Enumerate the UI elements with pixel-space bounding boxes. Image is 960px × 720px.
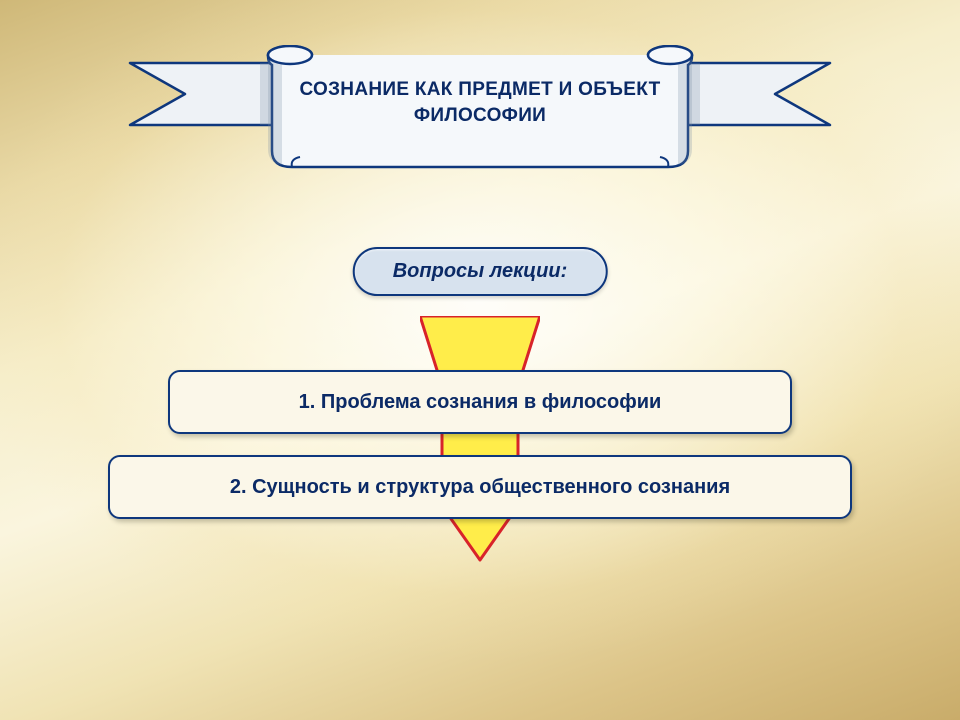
slide-title: СОЗНАНИЕ КАК ПРЕДМЕТ И ОБЪЕКТ ФИЛОСОФИИ (280, 77, 680, 128)
funnel-arrow (420, 316, 540, 556)
topic-box-1: 1. Проблема сознания в философии (168, 370, 792, 434)
title-line-2: ФИЛОСОФИИ (414, 105, 546, 126)
subtitle-text: Вопросы лекции: (393, 260, 568, 282)
topic-box-2: 2. Сущность и структура общественного со… (108, 455, 852, 519)
title-line-1: СОЗНАНИЕ КАК ПРЕДМЕТ И ОБЪЕКТ (299, 79, 660, 100)
subtitle-pill: Вопросы лекции: (353, 247, 608, 296)
slide: СОЗНАНИЕ КАК ПРЕДМЕТ И ОБЪЕКТ ФИЛОСОФИИ … (0, 0, 960, 720)
title-banner: СОЗНАНИЕ КАК ПРЕДМЕТ И ОБЪЕКТ ФИЛОСОФИИ (110, 45, 850, 175)
topic-2-text: 2. Сущность и структура общественного со… (230, 476, 730, 499)
topic-1-text: 1. Проблема сознания в философии (299, 391, 662, 414)
down-arrow-icon (420, 316, 540, 566)
